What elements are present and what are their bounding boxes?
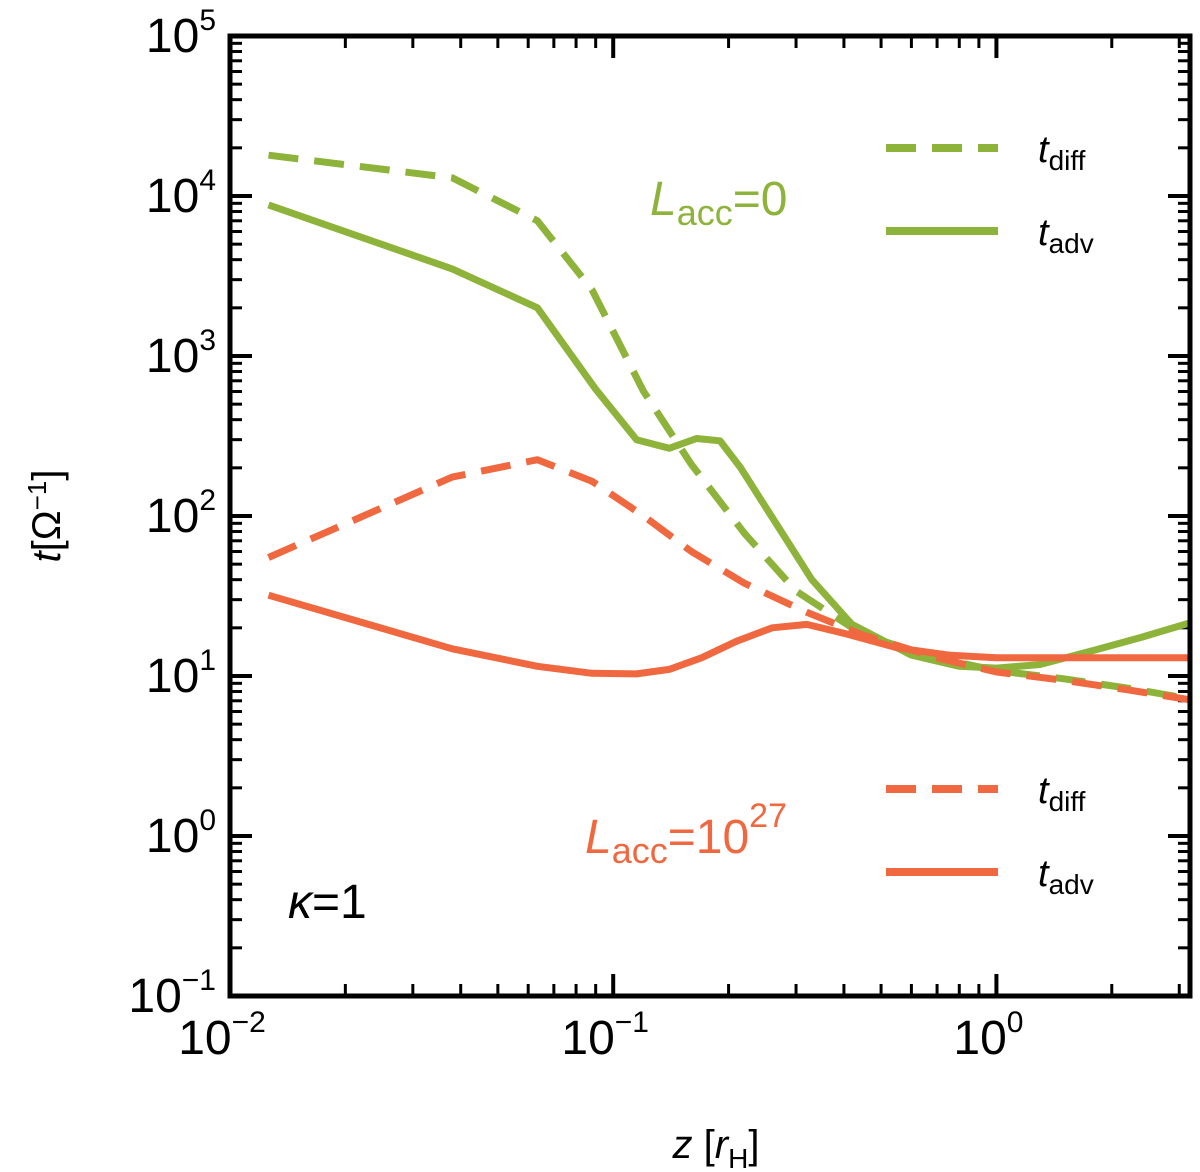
series-line-2 <box>267 456 1190 704</box>
legend-label-tdiff-orange: tdiff <box>1038 770 1086 817</box>
series-line-3 <box>267 591 1190 678</box>
series-line-0 <box>268 151 1190 703</box>
y-tick-label: 10−1 <box>128 964 216 1023</box>
series-line-1 <box>267 201 1190 672</box>
x-tick-label: 10−1 <box>561 1006 649 1065</box>
series-layer <box>267 151 1190 704</box>
x-axis-label: z [rH] <box>672 1123 760 1172</box>
annotation-kappa: κ=1 <box>288 876 367 929</box>
y-tick-label: 101 <box>146 644 216 703</box>
y-tick-label: 105 <box>146 4 216 63</box>
legend-label-tadv-orange: tadv <box>1038 853 1094 900</box>
y-axis-label: t[Ω−1] <box>22 470 69 563</box>
x-tick-label: 100 <box>953 1006 1023 1065</box>
y-tick-label: 104 <box>146 164 216 223</box>
annotation-lacc-0: Lacc=0 <box>650 173 787 233</box>
legend-label-tdiff-green: tdiff <box>1038 129 1086 176</box>
y-tick-label: 100 <box>146 804 216 863</box>
annotation-lacc-1e27: Lacc=1027 <box>585 797 787 871</box>
legend-orange: tdiff tadv <box>886 770 1094 900</box>
legend-label-tadv-green: tadv <box>1038 212 1094 259</box>
y-tick-label: 102 <box>146 484 216 543</box>
plot-frame <box>227 33 1193 999</box>
x-tick-label: 10−2 <box>178 1006 266 1065</box>
legend-green: tdiff tadv <box>886 129 1094 259</box>
y-tick-label: 103 <box>146 324 216 383</box>
